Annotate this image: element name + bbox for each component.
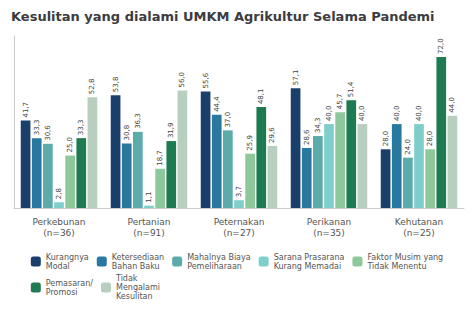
svg-text:41,7: 41,7 [22, 102, 30, 118]
svg-text:Kurangnya: Kurangnya [46, 253, 89, 262]
svg-text:40,0: 40,0 [325, 106, 333, 122]
svg-text:1,1: 1,1 [145, 192, 153, 203]
svg-text:72,0: 72,0 [437, 38, 445, 54]
svg-text:37,0: 37,0 [224, 112, 232, 128]
svg-text:56,0: 56,0 [178, 72, 186, 88]
svg-text:3,7: 3,7 [235, 186, 243, 197]
svg-text:30,6: 30,6 [44, 125, 52, 141]
svg-text:44,4: 44,4 [213, 96, 221, 112]
svg-text:33,3: 33,3 [33, 120, 41, 136]
svg-text:Modal: Modal [46, 262, 70, 271]
svg-text:57,1: 57,1 [292, 70, 300, 86]
svg-text:Kesulitan yang dialami UMKM Ag: Kesulitan yang dialami UMKM Agrikultur S… [11, 9, 435, 24]
svg-text:53,8: 53,8 [112, 77, 120, 93]
svg-text:Pertanian: Pertanian [128, 217, 171, 227]
svg-text:Tidak Menentu: Tidak Menentu [366, 262, 426, 271]
svg-text:40,0: 40,0 [393, 106, 401, 122]
svg-text:Kehutanan: Kehutanan [395, 217, 443, 227]
svg-text:28,0: 28,0 [382, 131, 390, 147]
svg-text:Kesulitan: Kesulitan [116, 292, 153, 301]
svg-text:36,3: 36,3 [134, 113, 142, 129]
svg-text:40,0: 40,0 [358, 106, 366, 122]
svg-text:(n=27): (n=27) [223, 228, 255, 238]
svg-text:Bahan Baku: Bahan Baku [112, 262, 160, 271]
svg-text:Faktor Musim yang: Faktor Musim yang [367, 253, 443, 262]
svg-text:31,9: 31,9 [167, 122, 175, 138]
svg-text:25,0: 25,0 [66, 137, 74, 153]
svg-text:(n=91): (n=91) [133, 228, 165, 238]
svg-text:34,3: 34,3 [314, 117, 322, 133]
svg-text:Peternakan: Peternakan [214, 217, 265, 227]
svg-text:44,0: 44,0 [448, 97, 456, 113]
svg-text:Perikanan: Perikanan [307, 217, 351, 227]
svg-text:Tidak: Tidak [115, 274, 138, 283]
svg-text:30,8: 30,8 [123, 125, 131, 141]
svg-text:18,7: 18,7 [156, 150, 164, 166]
svg-text:55,6: 55,6 [202, 72, 210, 88]
svg-text:Promosi: Promosi [46, 288, 78, 297]
svg-text:28,0: 28,0 [426, 131, 434, 147]
svg-text:Pemeliharaan: Pemeliharaan [187, 262, 242, 271]
svg-text:Ketersediaan: Ketersediaan [112, 253, 164, 262]
svg-text:Kurang Memadai: Kurang Memadai [274, 262, 342, 271]
svg-text:Pemasaran/: Pemasaran/ [46, 279, 93, 288]
svg-text:33,3: 33,3 [77, 120, 85, 136]
svg-text:(n=35): (n=35) [313, 228, 345, 238]
svg-text:2,8: 2,8 [55, 188, 63, 199]
svg-text:48,1: 48,1 [257, 89, 265, 105]
svg-text:Mengalami: Mengalami [116, 283, 160, 292]
svg-text:28,6: 28,6 [303, 129, 311, 145]
svg-text:25,9: 25,9 [246, 135, 254, 151]
svg-text:(n=25): (n=25) [403, 228, 435, 238]
svg-text:40,0: 40,0 [415, 106, 423, 122]
svg-text:Mahalnya Biaya: Mahalnya Biaya [187, 253, 251, 262]
svg-text:24,0: 24,0 [404, 139, 412, 155]
svg-text:51,4: 51,4 [347, 81, 355, 97]
svg-text:29,6: 29,6 [268, 127, 276, 143]
svg-text:52,8: 52,8 [88, 79, 96, 95]
svg-text:Perkebunan: Perkebunan [32, 217, 85, 227]
svg-text:(n=36): (n=36) [43, 228, 75, 238]
svg-text:Sarana Prasarana: Sarana Prasarana [274, 253, 345, 262]
svg-text:45,7: 45,7 [336, 94, 344, 110]
